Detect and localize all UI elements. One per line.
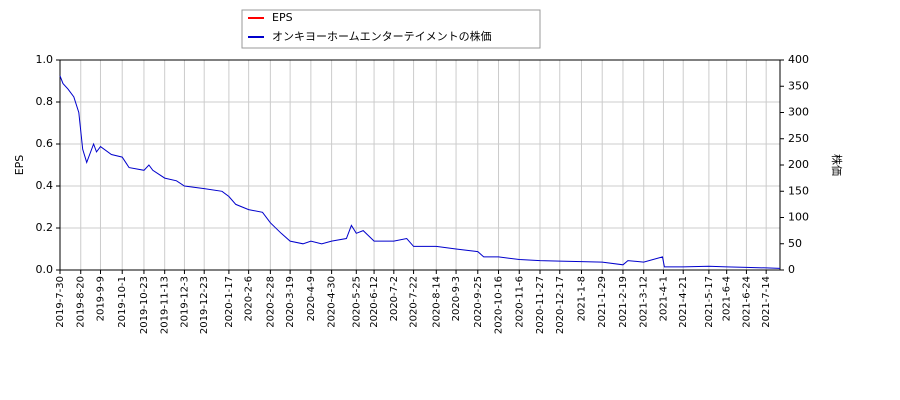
x-tick-label: 2019-7-30 <box>55 276 66 328</box>
x-tick-label: 2019-12-3 <box>179 276 190 328</box>
x-tick-label: 2021-6-24 <box>741 276 752 328</box>
y2-tick-label: 0 <box>788 263 795 276</box>
x-tick-label: 2021-5-17 <box>704 276 715 328</box>
y-tick-label: 0.2 <box>36 221 54 234</box>
x-tick-label: 2020-9-25 <box>473 276 484 328</box>
x-tick-label: 2021-4-1 <box>658 276 669 321</box>
legend-box <box>241 9 541 49</box>
y2-axis-label: 株価 <box>830 154 844 176</box>
x-tick-label: 2020-1-17 <box>224 276 235 328</box>
x-tick-label: 2020-2-6 <box>244 276 255 321</box>
x-tick-label: 2020-11-27 <box>535 276 546 334</box>
x-tick-label: 2019-10-23 <box>139 276 150 334</box>
x-tick-label: 2020-7-22 <box>409 276 420 328</box>
y-tick-label: 0.8 <box>36 95 54 108</box>
x-tick-label: 2020-3-19 <box>285 276 296 328</box>
x-tick-label: 2019-11-13 <box>160 276 171 334</box>
x-tick-label: 2020-2-28 <box>265 276 276 328</box>
y2-tick-label: 350 <box>788 79 809 92</box>
x-tick-label: 2020-6-12 <box>369 276 380 328</box>
x-tick-label: 2019-10-1 <box>117 276 128 328</box>
x-tick-label: 2020-12-17 <box>555 276 566 334</box>
y2-tick-label: 100 <box>788 211 809 224</box>
x-tick-label: 2020-9-3 <box>451 276 462 321</box>
y-axis-label: EPS <box>13 155 26 176</box>
legend-label: EPS <box>272 11 293 24</box>
y2-tick-label: 250 <box>788 132 809 145</box>
x-tick-label: 2021-6-4 <box>722 276 733 321</box>
x-tick-label: 2020-11-6 <box>514 276 525 328</box>
plot-frame <box>59 59 781 271</box>
x-tick-label: 2020-7-2 <box>389 276 400 321</box>
x-tick-label: 2021-3-12 <box>639 276 650 328</box>
y-tick-label: 0.4 <box>36 179 54 192</box>
x-tick-label: 2020-8-14 <box>431 276 442 328</box>
y2-tick-label: 300 <box>788 106 809 119</box>
x-tick-label: 2021-1-29 <box>597 276 608 328</box>
x-tick-label: 2021-2-19 <box>618 276 629 328</box>
x-tick-label: 2019-8-20 <box>76 276 87 328</box>
x-tick-label: 2021-4-21 <box>678 276 689 328</box>
y-tick-label: 0.0 <box>36 263 54 276</box>
y-tick-label: 0.6 <box>36 137 54 150</box>
y2-tick-label: 50 <box>788 237 802 250</box>
x-tick-label: 2020-10-16 <box>494 276 505 334</box>
x-tick-label: 2019-9-9 <box>95 276 106 321</box>
x-tick-label: 2021-1-8 <box>576 276 587 321</box>
y2-tick-label: 150 <box>788 184 809 197</box>
series-line <box>59 75 781 269</box>
y2-tick-label: 200 <box>788 158 809 171</box>
legend-label: オンキヨーホームエンターテイメントの株価 <box>272 29 492 43</box>
x-tick-label: 2019-12-23 <box>199 276 210 334</box>
x-tick-label: 2020-4-9 <box>306 276 317 321</box>
x-tick-label: 2021-7-14 <box>761 276 772 328</box>
x-tick-label: 2020-4-30 <box>327 276 338 328</box>
y2-tick-label: 400 <box>788 53 809 66</box>
y-tick-label: 1.0 <box>36 53 54 66</box>
x-tick-label: 2020-5-25 <box>351 276 362 328</box>
